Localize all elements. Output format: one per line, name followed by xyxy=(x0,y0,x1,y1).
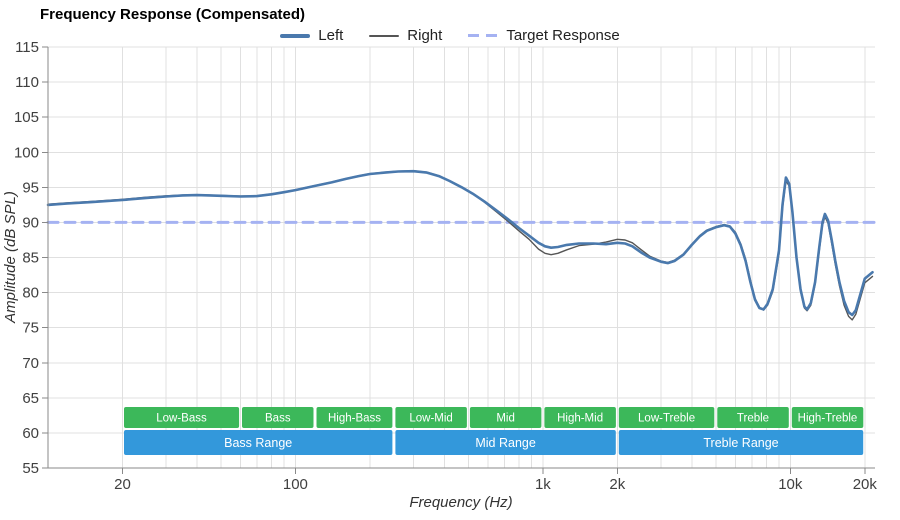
band-bass xyxy=(242,407,314,428)
y-tick-label: 75 xyxy=(22,320,39,337)
legend-swatch-right-line xyxy=(369,34,400,37)
band-label-treble: Treble xyxy=(737,413,769,425)
band-label-low-bass: Low-Bass xyxy=(156,413,207,425)
y-tick-label: 65 xyxy=(22,390,39,407)
legend-item-label: Left xyxy=(318,27,344,44)
legend-swatch-target-dashed-line xyxy=(468,34,499,37)
y-tick-label: 85 xyxy=(22,250,39,267)
legend-item-right[interactable]: Right xyxy=(369,27,442,44)
x-tick-label: 2k xyxy=(609,476,625,493)
x-tick-label: 100 xyxy=(283,476,308,493)
band-high-treble xyxy=(791,407,864,428)
x-tick-label: 10k xyxy=(778,476,803,493)
y-tick-label: 95 xyxy=(22,179,39,196)
y-tick-label: 90 xyxy=(22,214,39,231)
series-curve-right xyxy=(47,170,874,321)
legend-item-label: Target Response xyxy=(506,27,620,44)
legend-item-left[interactable]: Left xyxy=(280,27,343,44)
y-tick-label: 55 xyxy=(22,460,39,477)
band-treble xyxy=(717,407,789,428)
x-tick-label: 20k xyxy=(853,476,878,493)
y-tick-label: 115 xyxy=(15,39,39,56)
y-tick-label: 70 xyxy=(22,355,39,372)
band-label-low-mid: Low-Mid xyxy=(409,413,452,425)
x-axis-title: Frequency (Hz) xyxy=(409,494,512,511)
band-treble-range xyxy=(618,430,864,455)
series-curve-left xyxy=(46,169,874,317)
y-tick-label: 105 xyxy=(14,109,39,126)
band-high-bass xyxy=(316,407,393,428)
y-tick-label: 80 xyxy=(22,285,39,302)
band-low-mid xyxy=(395,407,467,428)
band-mid-range xyxy=(395,430,616,455)
band-label-high-treble: High-Treble xyxy=(798,413,858,425)
band-mid xyxy=(469,407,542,428)
band-label-low-treble: Low-Treble xyxy=(638,413,695,425)
band-label-mid: Mid xyxy=(496,413,515,425)
band-bass-range xyxy=(124,430,393,455)
legend-item-label: Right xyxy=(407,27,443,44)
legend-swatch-left-line xyxy=(280,33,311,38)
band-label-high-bass: High-Bass xyxy=(328,413,381,425)
legend: Left Right Target Response xyxy=(0,27,900,44)
band-label-high-mid: High-Mid xyxy=(557,413,603,425)
y-tick-label: 100 xyxy=(14,144,39,161)
y-tick-label: 110 xyxy=(15,74,39,91)
x-tick-label: 20 xyxy=(114,476,131,493)
y-axis-title: Amplitude (dB SPL) xyxy=(2,191,19,324)
band-low-treble xyxy=(618,407,715,428)
chart-title: Frequency Response (Compensated) xyxy=(40,6,306,23)
x-tick-label: 1k xyxy=(535,476,551,493)
band-low-bass xyxy=(124,407,240,428)
band-label-bass: Bass xyxy=(265,413,291,425)
band-label-mid-range: Mid Range xyxy=(475,436,535,450)
band-label-bass-range: Bass Range xyxy=(224,436,292,450)
band-high-mid xyxy=(544,407,616,428)
band-label-treble-range: Treble Range xyxy=(703,436,778,450)
y-tick-label: 60 xyxy=(22,425,39,442)
legend-item-target-response[interactable]: Target Response xyxy=(468,27,620,44)
